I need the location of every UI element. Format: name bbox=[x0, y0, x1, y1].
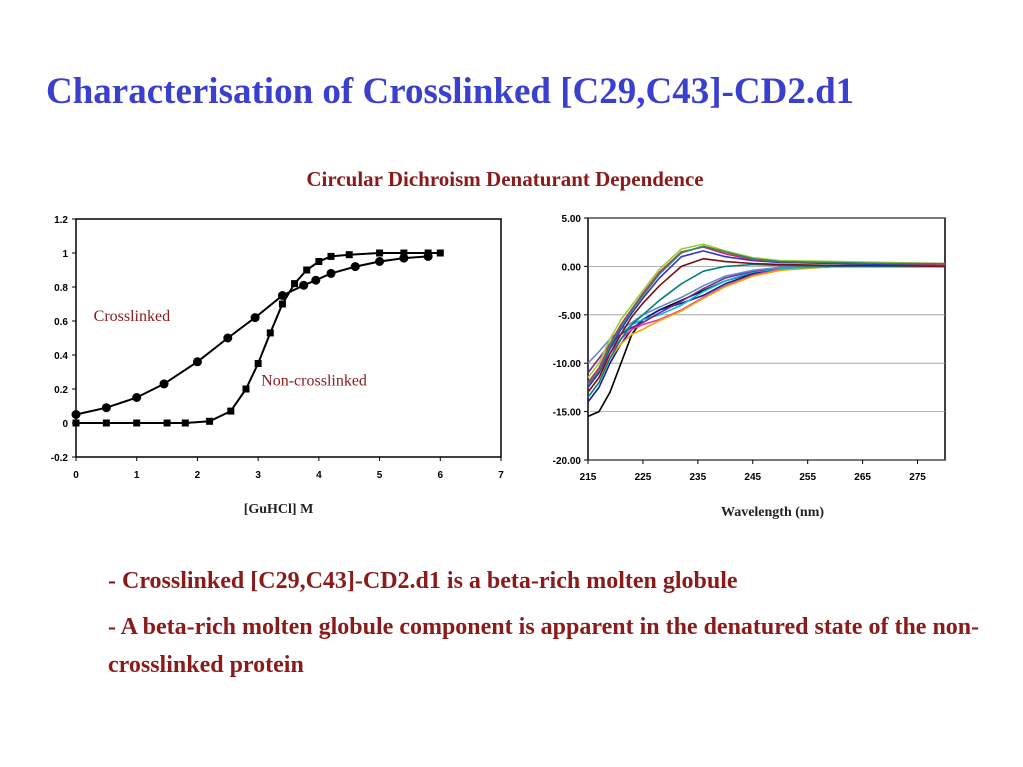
x-tick-label: 235 bbox=[690, 472, 707, 483]
y-tick-label: -5.00 bbox=[558, 311, 581, 322]
data-point-square bbox=[345, 251, 353, 259]
data-point-square bbox=[133, 419, 141, 427]
y-tick-label: -20.00 bbox=[553, 456, 582, 467]
x-tick-label: 275 bbox=[909, 472, 926, 483]
data-point-circle bbox=[192, 357, 202, 367]
x-tick-label: 255 bbox=[799, 472, 816, 483]
bullet-item: - Crosslinked [C29,C43]-CD2.d1 is a beta… bbox=[108, 568, 738, 594]
data-point-square bbox=[181, 419, 189, 427]
data-point-circle bbox=[350, 262, 360, 272]
data-point-square bbox=[303, 266, 311, 274]
x-tick-label: 225 bbox=[635, 472, 652, 483]
data-point-square bbox=[315, 258, 323, 265]
y-tick-label: -15.00 bbox=[553, 408, 582, 419]
x-tick-label: 2 bbox=[195, 470, 201, 481]
data-point-circle bbox=[132, 393, 142, 402]
x-tick-label: 4 bbox=[316, 470, 322, 481]
data-point-square bbox=[424, 249, 432, 257]
data-point-square bbox=[436, 249, 444, 257]
data-point-square bbox=[242, 385, 250, 393]
bullet-item: - A beta-rich molten globule component i… bbox=[108, 614, 980, 678]
x-axis-label: Wavelength (nm) bbox=[721, 505, 824, 520]
spectrum-line bbox=[587, 257, 946, 393]
section-heading: Circular Dichroism Denaturant Dependence bbox=[306, 167, 704, 191]
data-point-circle bbox=[159, 379, 169, 389]
data-point-circle bbox=[375, 257, 385, 266]
y-tick-label: 0.4 bbox=[54, 351, 68, 362]
annotation-label: Crosslinked bbox=[94, 308, 170, 325]
spectrum-line bbox=[587, 245, 945, 386]
data-point-square bbox=[278, 300, 286, 308]
spectrum-line bbox=[587, 243, 946, 379]
x-tick-label: 215 bbox=[580, 472, 597, 483]
x-tick-label: 5 bbox=[377, 470, 383, 481]
data-point-square bbox=[227, 407, 235, 415]
data-point-square bbox=[72, 419, 80, 427]
plot-frame bbox=[587, 217, 946, 461]
spectrum-line bbox=[587, 250, 946, 388]
data-point-square bbox=[102, 419, 110, 427]
y-tick-label: 0.2 bbox=[54, 385, 68, 396]
y-tick-label: 0.8 bbox=[54, 283, 68, 294]
cd-spectra-chart: 5.00 0.00 -5.00 -10.00 -15.00 -20.00 215 225 235… bbox=[553, 214, 946, 520]
denaturation-chart: -0.2 0 0.2 0.4 0.6 0.8 1 1.2 0 1 2 3 4 5 6 7 Crosslinked… bbox=[51, 215, 504, 517]
annotation-label: Non-crosslinked bbox=[261, 373, 367, 390]
x-tick-label: 245 bbox=[744, 472, 761, 483]
data-point-square bbox=[291, 280, 299, 288]
y-tick-label: 0.00 bbox=[562, 262, 582, 273]
data-point-square bbox=[206, 417, 214, 425]
x-tick-label: 1 bbox=[134, 470, 140, 481]
data-point-circle bbox=[326, 268, 336, 278]
y-tick-label: 1 bbox=[62, 249, 68, 260]
data-point-circle bbox=[223, 333, 233, 343]
y-tick-label: 0.6 bbox=[54, 317, 68, 328]
x-tick-label: 7 bbox=[498, 470, 504, 481]
y-tick-label: -0.2 bbox=[51, 453, 69, 464]
y-tick-label: 5.00 bbox=[562, 214, 582, 225]
x-tick-label: 6 bbox=[438, 470, 444, 481]
data-point-circle bbox=[250, 313, 260, 323]
x-tick-label: 265 bbox=[854, 472, 871, 483]
data-point-circle bbox=[311, 275, 321, 285]
data-point-circle bbox=[277, 291, 287, 300]
slide-title: Characterisation of Crosslinked [C29,C43… bbox=[46, 71, 855, 112]
bullet-list: - Crosslinked [C29,C43]-CD2.d1 is a beta… bbox=[108, 562, 988, 692]
data-point-square bbox=[163, 419, 171, 427]
data-point-circle bbox=[299, 280, 309, 290]
spectrum-line bbox=[587, 263, 945, 398]
data-point-circle bbox=[71, 410, 81, 419]
data-point-circle bbox=[101, 403, 111, 413]
y-tick-label: -10.00 bbox=[553, 359, 582, 370]
y-tick-label: 0 bbox=[62, 419, 68, 430]
data-point-square bbox=[376, 249, 384, 257]
x-axis-label: [GuHCl] M bbox=[244, 502, 314, 517]
data-point-square bbox=[254, 360, 262, 367]
y-tick-label: 1.2 bbox=[54, 215, 68, 226]
x-tick-label: 3 bbox=[255, 470, 261, 481]
x-tick-label: 0 bbox=[73, 470, 79, 481]
data-point-square bbox=[400, 249, 408, 257]
data-point-square bbox=[266, 329, 274, 337]
data-point-square bbox=[327, 252, 335, 260]
